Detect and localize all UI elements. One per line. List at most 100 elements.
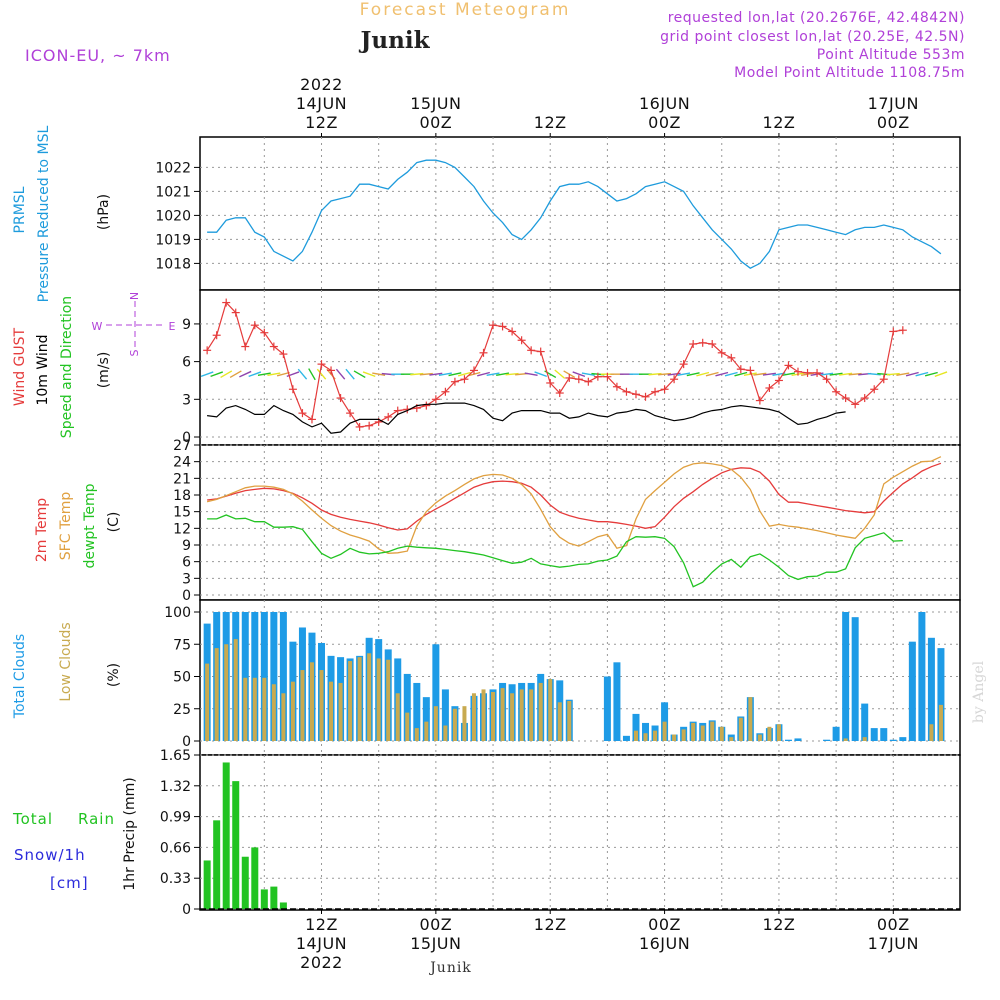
- total-cloud-bar: [613, 662, 621, 741]
- total-cloud-bar: [861, 703, 869, 741]
- low-cloud-bar: [233, 639, 238, 741]
- clouds-label-unit: (%): [106, 663, 122, 687]
- wind-arrow: [667, 372, 681, 376]
- rain-bar: [232, 781, 240, 909]
- axis-labels: PRMSL Pressure Reduced to MSL (hPa) Wind…: [12, 125, 176, 892]
- low-cloud-bar: [500, 688, 505, 741]
- low-cloud-bar: [214, 648, 219, 741]
- y-tick-label: 12: [173, 521, 191, 537]
- wind-arrow: [896, 372, 910, 376]
- low-cloud-bar: [424, 721, 429, 741]
- header: Forecast Meteogram Junik ICON-EU, ~ 7km …: [25, 0, 965, 81]
- low-cloud-bar: [433, 706, 438, 741]
- low-cloud-bar: [462, 706, 467, 741]
- time-label: 00Z: [648, 113, 681, 132]
- y-tick-label: 1022: [155, 160, 191, 176]
- wind-arrow: [210, 371, 224, 378]
- time-label: 12Z: [534, 915, 567, 934]
- y-tick-label: 9: [182, 317, 191, 333]
- temp-label-2m: 2m Temp: [34, 498, 50, 562]
- wind-arrow: [781, 372, 795, 376]
- time-label: 15JUN: [410, 934, 461, 953]
- y-tick-label: 1.65: [160, 748, 191, 764]
- time-label: 12Z: [763, 113, 796, 132]
- precip-label-snow: Snow/1h: [14, 846, 86, 864]
- temp-label-unit: (C): [106, 512, 122, 533]
- y-tick-label: 15: [173, 505, 191, 521]
- time-label: 14JUN: [296, 94, 347, 113]
- info-model-altitude: Model Point Altitude 1108.75m: [734, 65, 965, 81]
- total-cloud-bar: [251, 612, 259, 741]
- y-tick-label: 9: [182, 538, 191, 554]
- rain-bar: [270, 886, 278, 909]
- footer-station: Junik: [428, 960, 472, 976]
- wind-arrow: [724, 371, 738, 377]
- pressure-label-unit: (hPa): [96, 194, 112, 230]
- wind-arrow: [734, 371, 748, 377]
- y-tick-label: 21: [173, 471, 191, 487]
- total-cloud-bar: [823, 739, 831, 741]
- panel-frame: [199, 136, 961, 291]
- total-cloud-bar: [851, 617, 859, 741]
- clouds-label-low: Low Clouds: [58, 622, 74, 701]
- wind-arrow: [410, 372, 424, 376]
- low-cloud-bar: [729, 737, 734, 741]
- time-label: 00Z: [877, 113, 910, 132]
- wind-arrow: [505, 372, 519, 376]
- rain-bar: [222, 762, 230, 909]
- time-label: 16JUN: [639, 94, 690, 113]
- low-cloud-bar: [567, 701, 572, 741]
- wind-arrow: [848, 372, 862, 376]
- wind-arrow: [677, 372, 691, 376]
- wind-arrow: [429, 372, 443, 376]
- total-cloud-bar: [260, 612, 268, 741]
- info-requested: requested lon,lat (20.2676E, 42.4842N): [668, 10, 965, 26]
- wind-arrow: [308, 368, 316, 381]
- low-cloud-bar: [691, 722, 696, 741]
- wind-arrow: [886, 372, 900, 376]
- info-grid-point: grid point closest lon,lat (20.25E, 42.5…: [660, 29, 965, 45]
- y-tick-label: 6: [182, 555, 191, 571]
- wind-arrow: [316, 368, 327, 380]
- y-tick-label: 1.32: [160, 779, 191, 795]
- total-cloud-bar: [842, 612, 850, 741]
- wind-arrow: [267, 372, 281, 376]
- pressure-label-prmsl: PRMSL: [12, 186, 28, 233]
- y-tick-label: 75: [173, 637, 191, 653]
- wind-arrow: [934, 371, 948, 378]
- y-tick-label: 100: [164, 605, 191, 621]
- y-tick-label: 3: [182, 571, 191, 587]
- y-tick-label: 3: [182, 392, 191, 408]
- time-label: 12Z: [305, 113, 338, 132]
- total-cloud-bar: [403, 673, 411, 741]
- y-tick-label: 24: [173, 455, 191, 471]
- precip-label-unit: 1hr Precip (mm): [122, 777, 138, 890]
- low-cloud-bar: [224, 644, 229, 741]
- total-cloud-bar: [870, 728, 878, 741]
- total-cloud-bar: [603, 676, 611, 741]
- wind-label-speed-dir: Speed and Direction: [59, 296, 75, 438]
- info-altitude: Point Altitude 553m: [817, 47, 965, 63]
- wind-arrow: [353, 370, 366, 379]
- wind-arrow: [220, 370, 233, 379]
- sfc-temp-line: [206, 456, 942, 554]
- y-tick-label: 1020: [155, 208, 191, 224]
- wind-arrow: [419, 372, 433, 376]
- y-tick-label: 1019: [155, 232, 191, 248]
- time-label: 12Z: [763, 915, 796, 934]
- wind-arrow: [658, 372, 672, 376]
- low-cloud-bar: [395, 693, 400, 741]
- y-tick-label: 0: [182, 430, 191, 446]
- low-cloud-bar: [767, 726, 772, 741]
- wind-arrow: [839, 372, 853, 376]
- y-tick-label: 0: [182, 734, 191, 750]
- wind-label-unit: (m/s): [96, 352, 112, 389]
- low-cloud-bar: [319, 670, 324, 741]
- y-tick-label: 0: [182, 902, 191, 918]
- time-label: 2022: [300, 75, 343, 94]
- time-label: 17JUN: [868, 934, 919, 953]
- rain-bar: [279, 902, 287, 909]
- wind-arrow: [496, 372, 510, 376]
- wind-speed-line: [207, 402, 846, 434]
- pressure-label-msl: Pressure Reduced to MSL: [36, 125, 52, 302]
